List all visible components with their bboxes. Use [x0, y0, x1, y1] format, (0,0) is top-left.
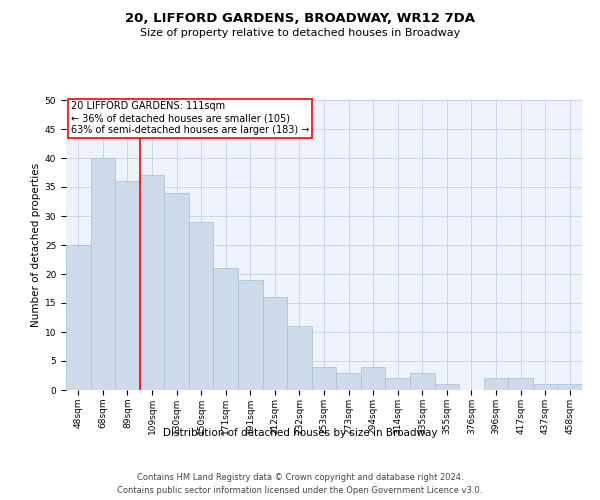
Bar: [287, 326, 312, 390]
Bar: [214, 268, 238, 390]
Bar: [410, 372, 434, 390]
Bar: [140, 176, 164, 390]
Text: 20 LIFFORD GARDENS: 111sqm
← 36% of detached houses are smaller (105)
63% of sem: 20 LIFFORD GARDENS: 111sqm ← 36% of deta…: [71, 102, 310, 134]
Bar: [508, 378, 533, 390]
Bar: [312, 367, 336, 390]
Bar: [238, 280, 263, 390]
Text: Size of property relative to detached houses in Broadway: Size of property relative to detached ho…: [140, 28, 460, 38]
Bar: [533, 384, 557, 390]
Text: 20, LIFFORD GARDENS, BROADWAY, WR12 7DA: 20, LIFFORD GARDENS, BROADWAY, WR12 7DA: [125, 12, 475, 26]
Bar: [66, 245, 91, 390]
Bar: [263, 297, 287, 390]
Bar: [91, 158, 115, 390]
Y-axis label: Number of detached properties: Number of detached properties: [31, 163, 41, 327]
Text: Contains HM Land Registry data © Crown copyright and database right 2024.: Contains HM Land Registry data © Crown c…: [137, 472, 463, 482]
Text: Distribution of detached houses by size in Broadway: Distribution of detached houses by size …: [163, 428, 437, 438]
Bar: [115, 181, 140, 390]
Bar: [189, 222, 214, 390]
Bar: [557, 384, 582, 390]
Text: Contains public sector information licensed under the Open Government Licence v3: Contains public sector information licen…: [118, 486, 482, 495]
Bar: [164, 193, 189, 390]
Bar: [385, 378, 410, 390]
Bar: [361, 367, 385, 390]
Bar: [434, 384, 459, 390]
Bar: [484, 378, 508, 390]
Bar: [336, 372, 361, 390]
